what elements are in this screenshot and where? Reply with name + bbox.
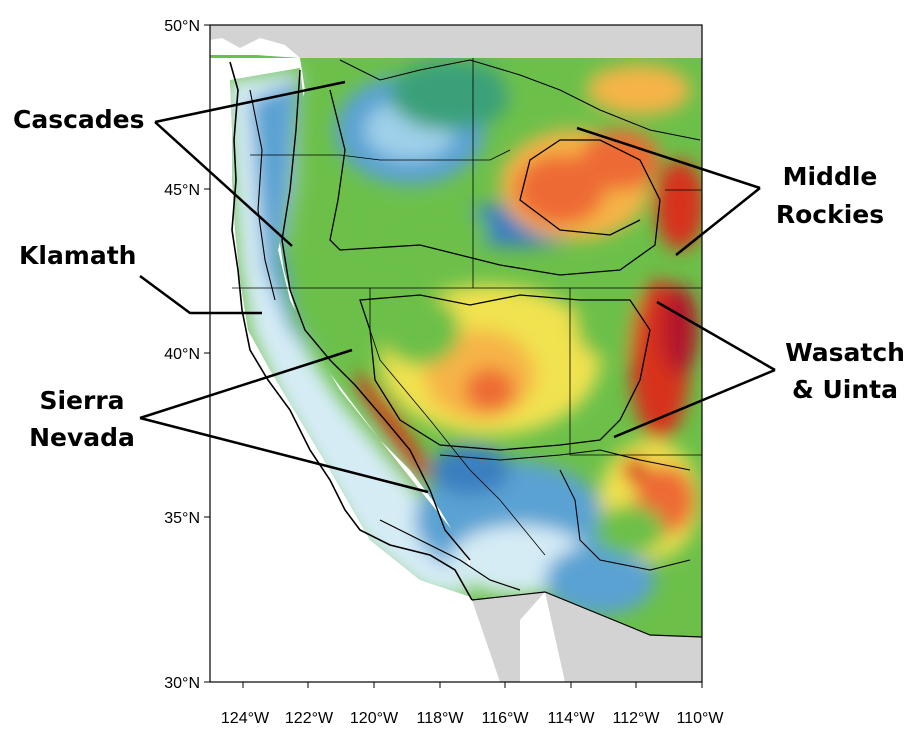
- state-boundaries: [232, 58, 702, 556]
- annotation-leaders: [139, 80, 776, 494]
- coastline: [229, 61, 473, 601]
- out-of-domain-north: [210, 25, 702, 58]
- lat-axis: 50°N 45°N 40°N 35°N 30°N: [164, 18, 210, 692]
- label-middle-rockies-line1: Middle: [783, 162, 878, 191]
- lon-tick-124: 124°W: [221, 710, 270, 727]
- label-middle-rockies-line2: Rockies: [776, 200, 884, 229]
- lon-axis: 124°W 122°W 120°W 118°W 116°W 114°W 112°…: [221, 682, 724, 727]
- lon-tick-120: 120°W: [350, 710, 399, 727]
- lat-tick-40: 40°N: [164, 346, 200, 363]
- lon-tick-114: 114°W: [547, 710, 595, 727]
- lon-tick-116: 116°W: [481, 710, 529, 727]
- label-sierra-line1: Sierra: [39, 386, 124, 415]
- label-sierra-line2: Nevada: [29, 423, 135, 452]
- mexico-border: [471, 591, 702, 638]
- label-wasatch-line2: & Uinta: [792, 375, 898, 404]
- lat-tick-50: 50°N: [164, 18, 200, 35]
- label-klamath: Klamath: [19, 241, 136, 270]
- lat-tick-35: 35°N: [164, 510, 200, 527]
- terrain-contours: [249, 59, 701, 591]
- label-wasatch-line1: Wasatch: [785, 338, 905, 367]
- lon-tick-112: 112°W: [612, 710, 660, 727]
- lon-tick-110: 110°W: [676, 710, 724, 727]
- lon-tick-118: 118°W: [416, 710, 464, 727]
- lat-tick-45: 45°N: [164, 182, 200, 199]
- lon-tick-122: 122°W: [285, 710, 334, 727]
- label-cascades: Cascades: [13, 105, 145, 134]
- lat-tick-30: 30°N: [164, 675, 200, 692]
